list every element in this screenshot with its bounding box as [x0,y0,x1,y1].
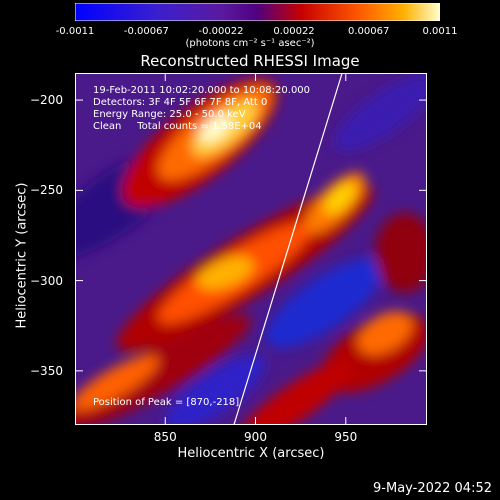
colorbar-unit-label: (photons cm⁻² s⁻¹ asec⁻²) [185,38,315,49]
negative-band [265,257,385,349]
x-axis-label: Heliocentric X (arcsec) [177,446,325,461]
x-tick-label: 900 [244,430,267,444]
emission-peak [199,114,231,142]
energy-range-text: Energy Range: 25.0 - 50.0 keV [93,109,246,120]
y-axis-label: Heliocentric Y (arcsec) [14,182,30,329]
time-range-text: 19-Feb-2011 10:02:20.000 to 10:08:20.000 [93,85,311,96]
chart-title: Reconstructed RHESSI Image [140,52,360,70]
emission-source [75,355,159,411]
colorbar-tick-label: -0.00022 [198,26,244,37]
colorbar-tick-label: 0.0011 [422,26,458,37]
emission-source [375,213,427,293]
colorbar-tick-label: -0.0011 [55,26,95,37]
x-tick-label: 850 [153,430,177,444]
peak-position-text: Position of Peak = [870,-218] [93,397,240,408]
y-tick-label: −250 [30,183,63,198]
axis-tick-marks [75,73,427,425]
solar-limb-line [233,73,343,425]
y-tick-label: −200 [30,93,63,108]
detectors-text: Detectors: 3F 4F 5F 6F 7F 8F, Att 0 [93,97,268,108]
colorbar-tick-label: -0.00067 [123,26,169,37]
y-tick-label: −300 [30,273,63,288]
negative-band [164,354,266,425]
heatmap-plot [75,73,427,425]
footer-timestamp: 9-May-2022 04:52 [373,481,492,496]
emission-source [357,311,413,355]
colorbar [75,3,440,21]
y-tick-label: −350 [30,363,63,378]
colorbar-tick-label: 0.00067 [347,26,390,37]
clean-counts-text: Clean Total counts = 1.58E+04 [93,121,262,132]
negative-band [334,74,427,152]
plot-border [75,73,427,425]
intensity-map [75,74,427,425]
colorbar-tick-label: 0.00022 [273,26,315,37]
x-tick-label: 950 [334,430,358,444]
emission-source [196,256,254,290]
emission-source [324,182,356,214]
